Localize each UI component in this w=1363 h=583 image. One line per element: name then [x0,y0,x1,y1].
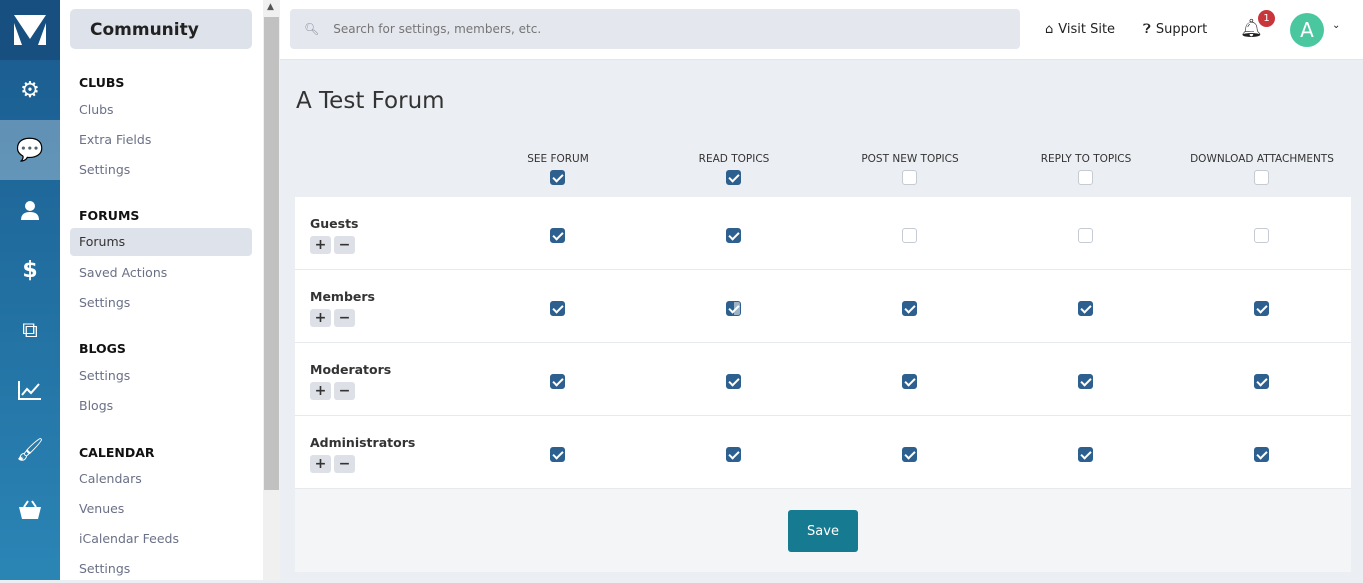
page-title: A Test Forum [296,88,445,114]
section-calendar: CALENDAR [79,445,155,460]
sidebar-item-calendars[interactable]: Calendars [79,471,142,486]
sidebar-item-blogs-settings[interactable]: Settings [79,368,131,383]
minus-button[interactable]: − [334,455,355,473]
permission-checkbox[interactable] [726,374,741,389]
table-row: Moderators + − [295,343,1351,416]
permission-checkbox[interactable] [726,447,741,462]
chat-icon[interactable]: 💬 [0,120,60,180]
dollar-icon[interactable]: $ [22,257,38,283]
sidebar-item-extra-fields[interactable]: Extra Fields [79,132,152,147]
permission-checkbox[interactable] [550,374,565,389]
form-footer: Save [295,489,1351,572]
permission-checkbox[interactable] [1254,374,1269,389]
sidebar-item-clubs[interactable]: Clubs [79,102,114,117]
permission-checkbox[interactable] [902,374,917,389]
permission-checkbox[interactable] [902,447,917,462]
plus-button[interactable]: + [310,382,331,400]
save-button[interactable]: Save [788,510,858,552]
notification-badge: 1 [1258,10,1275,27]
sidebar: Community CLUBS Clubs Extra Fields Setti… [60,0,263,580]
copy-icon[interactable]: ⧉ [22,317,38,343]
plus-button[interactable]: + [310,455,331,473]
support-label: Support [1155,22,1208,37]
select-all-checkbox[interactable] [1078,170,1093,185]
bell-icon[interactable]: 🔔︎ [1240,18,1263,39]
sidebar-scrollbar[interactable]: ▲ [263,0,280,580]
permission-checkbox[interactable] [550,228,565,243]
permission-checkbox[interactable] [1078,447,1093,462]
sidebar-item-venues[interactable]: Venues [79,501,125,516]
visit-site-label: Visit Site [1058,22,1116,37]
permission-checkbox[interactable] [726,301,741,316]
sidebar-title: Community [70,9,252,49]
scroll-up-icon[interactable]: ▲ [267,2,274,12]
gears-icon[interactable]: ⚙ [20,77,40,103]
plus-button[interactable]: + [310,309,331,327]
user-icon[interactable] [0,180,60,240]
select-all-checkbox[interactable] [902,170,917,185]
select-all-checkbox[interactable] [1254,170,1269,185]
sidebar-item-forums[interactable]: Forums [70,228,252,256]
top-bar: 🔍︎ ⌂ Visit Site ❓︎ Support 🔔︎ 1 A ⌄ [280,0,1363,60]
table-row: Members + − [295,270,1351,343]
minus-button[interactable]: − [334,309,355,327]
select-all-checkbox[interactable] [550,170,565,185]
question-icon: ❓︎ [1143,22,1151,37]
table-row: Administrators + − [295,416,1351,489]
column-header: SEE FORUM [527,153,589,165]
permission-checkbox[interactable] [1078,228,1093,243]
sidebar-item-clubs-settings[interactable]: Settings [79,162,131,177]
minus-button[interactable]: − [334,236,355,254]
column-header: DOWNLOAD ATTACHMENTS [1190,153,1334,165]
permission-checkbox[interactable] [550,301,565,316]
group-name: Administrators [310,435,416,450]
group-name: Members [310,289,375,304]
section-blogs: BLOGS [79,341,126,356]
permission-checkbox[interactable] [902,301,917,316]
permission-checkbox[interactable] [1254,301,1269,316]
sidebar-item-calendar-settings[interactable]: Settings [79,561,131,576]
visit-site-link[interactable]: ⌂ Visit Site [1045,22,1115,37]
table-row: Guests + − [295,197,1351,270]
search-icon: 🔍︎ [304,22,320,36]
permissions-table: Save Guests + − Members + − Moderators + − Admini… [295,197,1351,572]
permission-checkbox[interactable] [902,228,917,243]
section-forums: FORUMS [79,208,140,223]
column-header: POST NEW TOPICS [861,153,959,165]
chart-icon[interactable] [0,360,60,420]
logo[interactable] [0,0,60,60]
group-name: Guests [310,216,359,231]
group-name: Moderators [310,362,392,377]
permission-checkbox[interactable] [1078,301,1093,316]
sidebar-item-icalendar-feeds[interactable]: iCalendar Feeds [79,531,179,546]
permission-checkbox[interactable] [1254,447,1269,462]
scrollbar-thumb[interactable] [264,17,279,490]
sidebar-item-saved-actions[interactable]: Saved Actions [79,265,168,280]
permission-checkbox[interactable] [550,447,565,462]
select-all-checkbox[interactable] [726,170,741,185]
column-header: READ TOPICS [698,153,770,165]
support-link[interactable]: ❓︎ Support [1143,22,1207,37]
search-box[interactable]: 🔍︎ [290,9,1020,49]
basket-icon[interactable] [0,480,60,540]
permission-checkbox[interactable] [726,228,741,243]
home-icon: ⌂ [1045,22,1054,37]
app-rail: ⚙ 💬 $ ⧉ 🖌 [0,0,60,580]
chevron-down-icon[interactable]: ⌄ [1332,20,1341,31]
search-input[interactable] [333,22,984,36]
plus-button[interactable]: + [310,236,331,254]
avatar[interactable]: A [1290,13,1324,47]
section-clubs: CLUBS [79,75,125,90]
sidebar-item-blogs[interactable]: Blogs [79,398,114,413]
minus-button[interactable]: − [334,382,355,400]
sidebar-item-forums-settings[interactable]: Settings [79,295,131,310]
permission-checkbox[interactable] [1254,228,1269,243]
brush-icon[interactable]: 🖌 [16,437,44,463]
column-header: REPLY TO TOPICS [1040,153,1132,165]
permission-checkbox[interactable] [1078,374,1093,389]
